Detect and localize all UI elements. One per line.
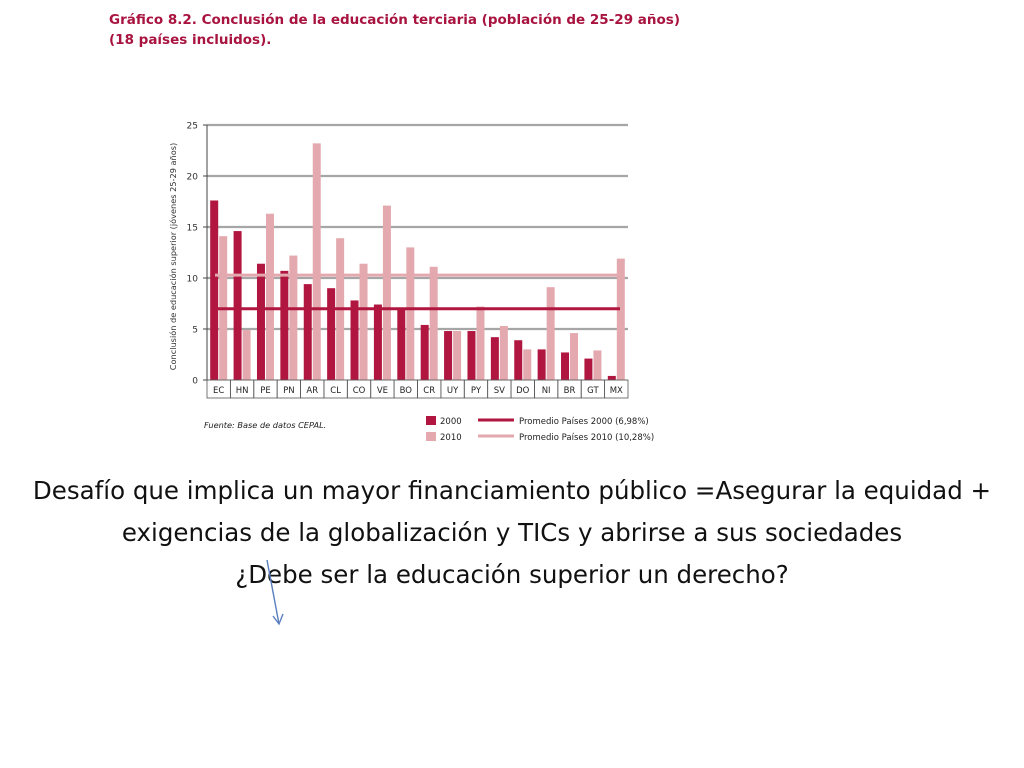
legend-label-2000: 2000 (440, 417, 462, 427)
x-tick-label: AR (306, 386, 318, 396)
x-tick-label: PE (260, 386, 271, 396)
chart-title-line-2: (18 países incluidos). (109, 32, 272, 48)
x-tick-label: NI (542, 386, 551, 396)
y-axis-label: Conclusión de educación superior (jóvene… (168, 143, 178, 370)
bar-2000-pe (256, 263, 265, 380)
x-tick-label: CO (353, 386, 366, 396)
bar-2000-py (467, 331, 476, 380)
bar-2010-hn (242, 330, 251, 380)
bar-2010-pe (265, 213, 274, 380)
bar-2010-bo (406, 247, 415, 380)
bar-2000-br (561, 352, 570, 380)
bar-2010-ni (546, 287, 555, 380)
x-tick-label: HN (236, 386, 249, 396)
bar-2010-gt (593, 350, 602, 380)
y-tick-label: 25 (187, 122, 198, 132)
bar-chart: 0 5 10 15 20 25 Conclusión de educación superi… (168, 122, 654, 444)
bar-2000-sv (490, 337, 499, 380)
bar-2010-cr (429, 266, 438, 380)
legend-label-avg-2000: Promedio Países 2000 (6,98%) (519, 417, 649, 427)
x-tick-label: CL (330, 386, 341, 396)
x-tick-label: PN (283, 386, 294, 396)
slide-paragraph-challenge: Desafío que implica un mayor financiamie… (32, 476, 992, 547)
x-tick-label: SV (494, 386, 505, 396)
chart-title: Gráfico 8.2. Conclusión de la educación … (109, 10, 680, 50)
slide-body: Desafío que implica un mayor financiamie… (20, 470, 1004, 596)
arrow-head (272, 613, 284, 626)
bar-2010-py (476, 306, 485, 380)
y-tick-label: 0 (192, 377, 198, 387)
bar-2000-bo (397, 307, 406, 380)
y-tick-label: 5 (192, 326, 198, 336)
bar-2000-ar (303, 284, 312, 380)
bar-2010-pn (289, 255, 298, 380)
bar-2000-ni (537, 349, 546, 380)
bar-2000-mx (607, 375, 616, 380)
slide-question: ¿Debe ser la educación superior un derec… (235, 560, 789, 589)
bar-2000-cr (420, 324, 429, 380)
x-tick-label: DO (516, 386, 530, 396)
bar-2000-ve (373, 304, 382, 380)
bar-2010-ve (382, 205, 391, 380)
bar-2000-ec (210, 200, 219, 380)
x-tick-label: MX (610, 386, 623, 396)
x-tick-label: UY (447, 386, 459, 396)
x-category-cell (604, 379, 629, 399)
legend-label-2010: 2010 (440, 433, 462, 443)
y-tick-label: 10 (187, 275, 199, 285)
bar-2010-co (359, 263, 368, 380)
bar-2010-mx (616, 258, 625, 380)
x-tick-label: EC (213, 386, 224, 396)
bar-2010-do (523, 349, 532, 380)
bar-2010-sv (499, 325, 508, 380)
bar-2000-gt (584, 358, 593, 380)
bar-2000-do (514, 340, 523, 380)
x-tick-label: CR (423, 386, 435, 396)
chart-source-note: Fuente: Base de datos CEPAL. (204, 420, 326, 430)
x-tick-label: PY (471, 386, 482, 396)
bar-2000-co (350, 300, 359, 380)
bar-2010-ar (312, 143, 321, 380)
bar-2000-hn (233, 231, 242, 380)
legend-swatch-2000 (426, 416, 436, 425)
legend-label-avg-2010: Promedio Países 2010 (10,28%) (519, 433, 654, 443)
chart-title-line-1: Gráfico 8.2. Conclusión de la educación … (109, 12, 680, 28)
x-tick-label: VE (377, 386, 388, 396)
x-tick-label: BR (564, 386, 576, 396)
bar-2000-cl (327, 288, 336, 380)
x-tick-label: BO (400, 386, 413, 396)
y-tick-label: 20 (187, 173, 199, 183)
x-tick-label: GT (587, 386, 599, 396)
y-tick-label: 15 (187, 224, 198, 234)
bar-2000-uy (444, 331, 453, 380)
legend-swatch-2010 (426, 432, 436, 441)
bar-2000-pn (280, 270, 289, 380)
bar-2010-uy (453, 331, 462, 380)
bar-2010-br (570, 333, 579, 380)
